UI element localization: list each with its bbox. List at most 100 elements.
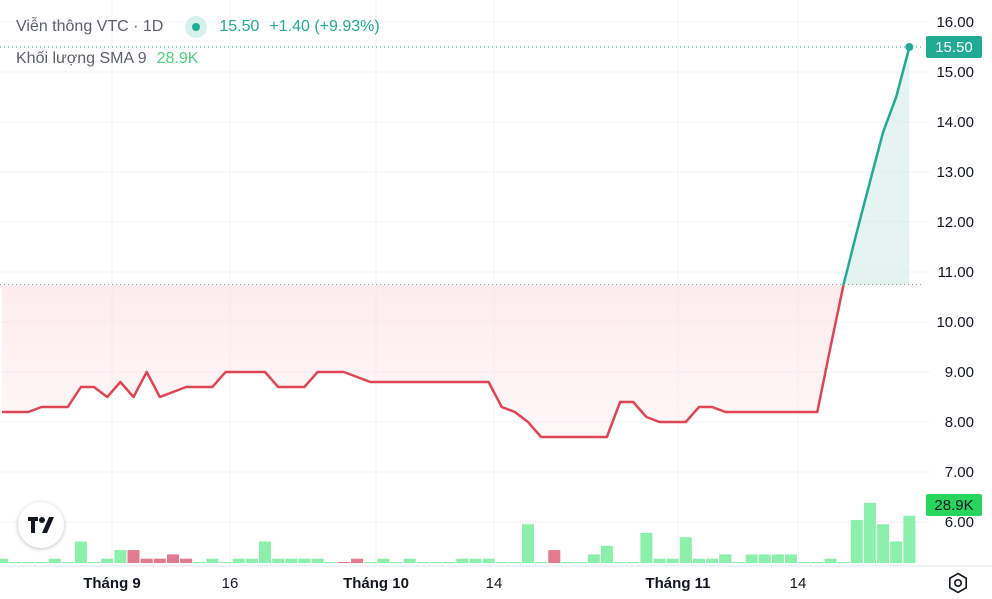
volume-bar	[469, 558, 482, 563]
legend-change: +1.40 (+9.93%)	[269, 18, 380, 35]
volume-bar	[167, 554, 179, 563]
price-tick-label: 8.00	[945, 414, 974, 431]
volume-bar	[232, 558, 245, 563]
volume-bar	[324, 562, 337, 563]
volume-bar	[732, 562, 745, 563]
volume-bar	[153, 558, 166, 563]
volume-bar	[416, 562, 429, 563]
volume-bar	[259, 541, 271, 563]
time-tick-label: 14	[486, 575, 503, 592]
market-status-icon[interactable]	[185, 16, 208, 38]
volume-bar	[337, 562, 350, 563]
volume-bar	[640, 532, 653, 563]
volume-bar	[364, 562, 377, 563]
volume-bar	[140, 558, 153, 563]
volume-bar	[285, 558, 298, 563]
price-tick-label: 11.00	[938, 264, 974, 281]
volume-bar	[22, 562, 35, 563]
area-fills	[2, 47, 910, 437]
volume-bar	[574, 562, 587, 563]
volume-badge	[926, 494, 982, 516]
volume-bar	[877, 524, 890, 563]
volume-indicator-label[interactable]: Khối lượng SMA 9	[16, 50, 147, 67]
volume-bar	[522, 524, 534, 563]
volume-bar	[219, 562, 232, 563]
volume-bar	[863, 502, 876, 563]
volume-bar	[679, 537, 692, 563]
volume-bar	[693, 558, 705, 563]
price-tick-label: 7.00	[945, 464, 974, 481]
volume-bar	[443, 562, 456, 563]
time-tick-label: Tháng 9	[83, 575, 141, 592]
price-tick-label: 6.00	[945, 514, 974, 531]
volume-bar	[587, 554, 600, 563]
price-lines	[2, 46, 911, 439]
volume-bar	[706, 558, 719, 563]
volume-bar	[850, 520, 863, 563]
price-tick-label: 10.00	[936, 314, 974, 331]
volume-bar	[798, 562, 811, 563]
time-tick-label: 16	[222, 575, 239, 592]
volume-bar	[758, 554, 771, 563]
volume-bar	[785, 554, 797, 563]
volume-bar	[298, 558, 311, 563]
symbol-title[interactable]: Viễn thông VTC · 1D	[16, 18, 164, 35]
time-axis[interactable]: Tháng 9 16 Tháng 10 14 Tháng 11 14	[0, 565, 992, 592]
volume-bar	[890, 541, 903, 563]
area-below-baseline	[2, 285, 844, 437]
volume-bar	[61, 562, 74, 563]
volume-bar	[9, 562, 22, 563]
volume-bar	[719, 554, 732, 563]
volume-bar	[837, 562, 850, 563]
volume-bar	[508, 562, 521, 563]
chart-settings-icon[interactable]	[946, 571, 970, 595]
volume-bar	[245, 558, 258, 563]
tradingview-logo-icon[interactable]	[18, 502, 64, 548]
volume-bar	[456, 558, 469, 563]
last-price-marker	[905, 43, 914, 51]
last-price-badge	[926, 36, 982, 58]
volume-bar	[403, 558, 416, 563]
volume-bar	[390, 562, 403, 563]
volume-bar	[482, 558, 495, 563]
volume-bar	[903, 515, 916, 563]
volume-bar	[180, 558, 193, 563]
volume-badge-label: 28.9K	[934, 497, 973, 514]
price-tick-label: 12.00	[936, 214, 974, 231]
volume-bar	[311, 558, 324, 563]
price-tick-label: 16.00	[936, 14, 974, 31]
volume-bar	[548, 550, 561, 563]
volume-bar	[88, 562, 100, 563]
volume-bar	[614, 562, 627, 563]
volume-bar	[627, 562, 640, 563]
volume-bar	[74, 541, 87, 563]
volume-bar	[351, 558, 364, 563]
volume-bar	[811, 562, 824, 563]
volume-bars	[0, 502, 916, 563]
volume-bar	[35, 562, 48, 563]
price-overlay	[0, 43, 922, 285]
volume-bar	[101, 558, 114, 563]
volume-bar	[561, 562, 574, 563]
time-tick-label: 14	[790, 575, 807, 592]
volume-bar	[377, 558, 390, 563]
legend-volume-row: Khối lượng SMA 9 28.9K	[16, 48, 380, 70]
volume-bar	[495, 562, 508, 563]
volume-bar	[745, 554, 758, 563]
volume-bar	[206, 558, 219, 563]
price-tick-label: 9.00	[945, 364, 974, 381]
volume-indicator-value: 28.9K	[156, 50, 199, 67]
time-tick-label: Tháng 11	[645, 575, 710, 592]
price-tick-label: 13.00	[936, 164, 974, 181]
price-axis[interactable]: 16.00 15.00 14.00 13.00 12.00 11.00 10.00 9.00 8…	[926, 14, 982, 531]
volume-bar	[429, 562, 442, 563]
volume-bar	[666, 558, 679, 563]
volume-bar	[0, 558, 8, 563]
volume-bar	[127, 550, 140, 563]
volume-bar	[48, 558, 61, 563]
legend-symbol-row: Viễn thông VTC · 1D 15.50 +1.40 (+9.93%)	[16, 16, 380, 38]
price-tick-label: 15.00	[936, 64, 974, 81]
price-line-below	[2, 285, 845, 439]
grid-lines	[0, 0, 930, 565]
